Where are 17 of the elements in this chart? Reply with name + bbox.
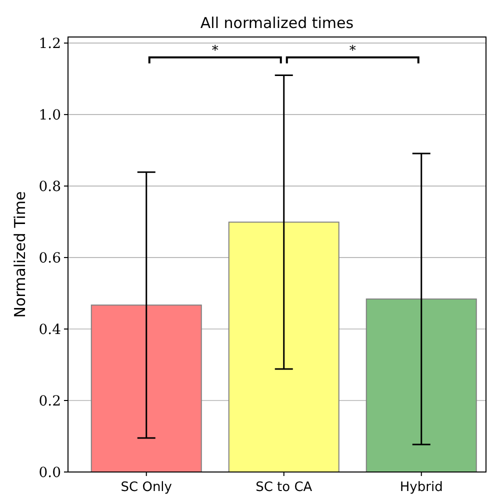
annotation: * <box>212 43 219 58</box>
x-tick-label: SC to CA <box>256 480 312 495</box>
chart-title: All normalized times <box>200 14 354 32</box>
bar <box>366 298 477 472</box>
bar <box>228 222 340 472</box>
y-tick-label: 1.0 <box>38 108 61 124</box>
y-tick-label: 0.0 <box>38 465 61 481</box>
bar <box>90 304 202 472</box>
y-tick-label: 0.2 <box>38 394 61 410</box>
y-tick-label: 1.2 <box>38 36 61 52</box>
y-tick-label: 0.8 <box>38 179 61 196</box>
y-axis-title: Normalized Time <box>11 191 29 318</box>
x-tick-label: SC Only <box>120 480 172 495</box>
y-tick-label: 0.6 <box>38 250 62 267</box>
y-tick-label: 0.4 <box>38 322 62 338</box>
annotation: * <box>349 43 356 58</box>
x-tick-label: Hybrid <box>400 480 443 495</box>
